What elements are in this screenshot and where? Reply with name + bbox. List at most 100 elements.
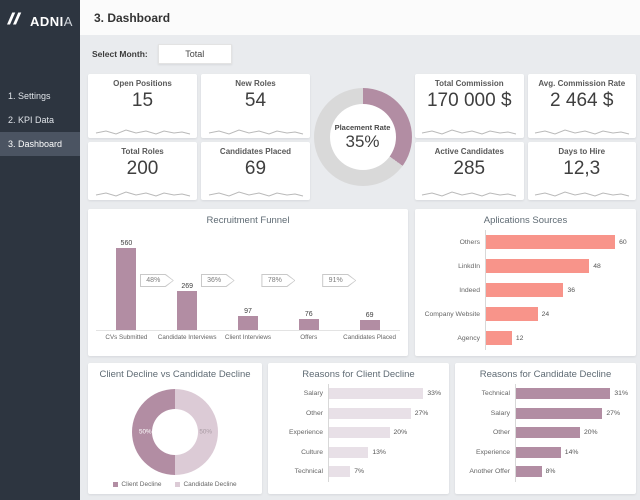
bar-track: 14% [515, 442, 628, 462]
month-select-dropdown[interactable]: Total [157, 44, 232, 64]
bar-track: 20% [515, 423, 628, 443]
kpi-card-value: 285 [453, 158, 486, 179]
legend-item: Client Decline [113, 481, 161, 488]
bar-track: 27% [328, 403, 441, 423]
adnia-logo-icon [7, 12, 25, 30]
bar-value-label: 69 [365, 312, 374, 319]
bar-category-label: Indeed [459, 286, 480, 294]
bar-track: 36 [485, 278, 628, 302]
kpi-area: Open Positions 15 New Roles 54 Total Roles 20… [88, 74, 636, 200]
placement-rate-label: Placement Rate [334, 122, 391, 132]
conversion-rate-label: 36% [207, 277, 222, 284]
bar-category-label: Company Website [424, 310, 480, 318]
page-title: 3. Dashboard [94, 10, 171, 25]
sparkline [208, 129, 303, 135]
bar [486, 259, 590, 273]
bar [516, 427, 580, 439]
client-decline-reasons-chart: Salary 33% Other 27% Experience 20% Culture 13%… [276, 384, 441, 482]
kpi-card-title: Avg. Commission Rate [538, 79, 626, 88]
placement-rate-zone: Placement Rate 35% [313, 74, 412, 200]
sparkline [208, 191, 303, 197]
bar-track: 13% [328, 442, 441, 462]
kpi-card-title: Days to Hire [558, 147, 606, 156]
bar-row: Technical 7% [276, 462, 441, 482]
bar-row: Others 60 [423, 230, 628, 254]
bar-value-label: 20% [584, 429, 598, 437]
decline-legend: Client Decline Candidate Decline [96, 479, 254, 490]
candidate-decline-reasons-panel: Reasons for Candidate Decline Technical 3… [455, 363, 636, 494]
bar-row: Company Website 24 [423, 302, 628, 326]
sidebar-item-2[interactable]: 3. Dashboard [0, 132, 80, 156]
funnel-category-label: Candidate Interviews [157, 334, 217, 341]
kpi-card-value: 15 [131, 90, 154, 111]
legend-label: Candidate Decline [183, 481, 237, 488]
bar [516, 466, 542, 478]
bar-value-label: 20% [393, 429, 408, 437]
kpi-card-value: 12,3 [563, 158, 601, 179]
kpi-card: Days to Hire 12,3 [527, 142, 636, 200]
bar [329, 446, 369, 458]
conversion-rate-label: 78% [267, 277, 282, 284]
kpi-card-value: 200 [126, 158, 159, 179]
client-decline-reasons-title: Reasons for Client Decline [302, 369, 415, 380]
bar-row: Salary 33% [276, 384, 441, 404]
bar-track: 20% [328, 423, 441, 443]
bar-value-label: 12 [515, 334, 524, 342]
bar-row: Agency 12 [423, 326, 628, 350]
candidate-decline-reasons-chart: Technical 31% Salary 27% Other 20% Experience 1… [463, 384, 628, 482]
bar-category-label: Agency [457, 334, 480, 342]
kpi-card: Candidates Placed 69 [201, 142, 310, 200]
bar-value-label: 48 [593, 262, 601, 270]
bar-row: Culture 13% [276, 442, 441, 462]
bar [329, 407, 411, 419]
bar-row: Indeed 36 [423, 278, 628, 302]
chevron-fill [201, 275, 234, 286]
candidate-decline-percent: 50% [199, 428, 212, 435]
bar [329, 427, 390, 439]
bar-category-label: Experience [288, 429, 323, 437]
month-filter: Select Month: Total [92, 44, 636, 64]
client-decline-reasons-panel: Reasons for Client Decline Salary 33% Othe… [268, 363, 449, 494]
bar-category-label: Technical [294, 468, 323, 476]
kpi-card: Avg. Commission Rate 2 464 $ [527, 74, 636, 138]
candidate-decline-reasons-title: Reasons for Candidate Decline [479, 369, 612, 380]
sparkline [95, 191, 190, 197]
recruitment-funnel-title: Recruitment Funnel [206, 215, 290, 226]
bar-row: Technical 31% [463, 384, 628, 404]
applications-sources-panel: Aplications Sources Others 60 LinkdIn 48 Ind… [415, 209, 636, 356]
bar [486, 235, 616, 249]
legend-swatch [113, 482, 119, 487]
bar-track: 31% [515, 384, 628, 404]
bar-track: 7% [328, 462, 441, 482]
decline-donut-hole [152, 408, 198, 455]
sidebar: ADNIA 1. Settings 2. KPI Data 3. Dashboard [0, 0, 80, 500]
sidebar-item-1[interactable]: 2. KPI Data [8, 115, 55, 125]
bar-value-label: 7% [354, 468, 365, 476]
decline-donut-zone: 50% 50% [96, 384, 254, 479]
bar-track: 24 [485, 302, 628, 326]
sparkline [95, 129, 190, 135]
kpi-card: Total Roles 200 [88, 142, 197, 200]
kpi-card-title: Total Commission [434, 79, 504, 88]
legend-label: Client Decline [121, 481, 162, 488]
bar-category-label: Salary [303, 390, 323, 398]
sparkline [534, 129, 629, 135]
legend-swatch [175, 482, 181, 487]
sidebar-item-0[interactable]: 1. Settings [8, 91, 51, 101]
conversion-rate-badge: 91% [322, 274, 357, 287]
conversion-rate-badge: 36% [200, 274, 235, 287]
bar-value-label: 27% [414, 409, 429, 417]
conversion-rate-label: 91% [328, 277, 343, 284]
kpi-card-title: Candidates Placed [219, 147, 292, 156]
bar-value-label: 14% [564, 448, 579, 456]
decline-donut: 50% 50% [132, 388, 218, 475]
bar-category-label: LinkdIn [458, 262, 480, 270]
bar [486, 283, 564, 297]
logo-text: ADNIA [30, 13, 73, 29]
client-decline-percent: 50% [139, 428, 152, 435]
kpi-card-title: Total Roles [121, 147, 164, 156]
charts-row: Recruitment Funnel 560 269 97 76 69 CVs Submi… [88, 209, 636, 356]
bar-value-label: 33% [427, 390, 441, 398]
bar-value-label: 76 [304, 311, 313, 318]
